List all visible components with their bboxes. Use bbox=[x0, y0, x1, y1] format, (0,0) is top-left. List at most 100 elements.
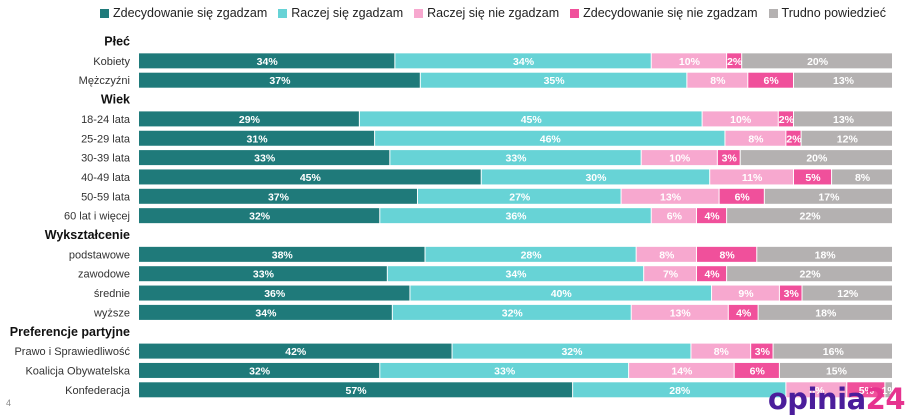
bar-segment bbox=[420, 72, 687, 88]
bar-segment bbox=[885, 382, 892, 398]
category-label: podstawowe bbox=[69, 249, 130, 261]
bar-segment bbox=[392, 304, 631, 320]
bar-segment bbox=[779, 362, 892, 378]
data-label: 13% bbox=[670, 307, 692, 319]
legend-item: Zdecydowanie się nie zgadzam bbox=[570, 6, 758, 20]
category-label: zawodowe bbox=[78, 269, 130, 281]
bar-segment bbox=[728, 304, 758, 320]
bar-segment bbox=[748, 72, 793, 88]
data-label: 45% bbox=[300, 172, 322, 184]
data-label: 57% bbox=[346, 385, 368, 397]
data-label: 6% bbox=[764, 75, 780, 87]
data-label: 42% bbox=[285, 346, 307, 358]
bar-segment bbox=[717, 150, 740, 166]
data-label: 38% bbox=[272, 249, 294, 261]
bar-segment bbox=[847, 382, 885, 398]
data-label: 32% bbox=[502, 307, 524, 319]
bar-segment bbox=[786, 130, 801, 146]
bar-segment bbox=[734, 362, 779, 378]
legend-label: Zdecydowanie się nie zgadzam bbox=[583, 6, 758, 20]
chart-legend: Zdecydowanie się zgadzam Raczej się zgadz… bbox=[100, 5, 910, 21]
bar-segment bbox=[139, 130, 375, 146]
bar-segment bbox=[139, 188, 417, 204]
data-label: 35% bbox=[544, 75, 566, 87]
data-label: 20% bbox=[806, 153, 828, 165]
bar-segment bbox=[793, 111, 892, 127]
data-label: 7% bbox=[663, 269, 679, 281]
bar-segment bbox=[139, 343, 452, 359]
bar-segment bbox=[832, 169, 892, 185]
bar-segment bbox=[696, 246, 757, 262]
bar-segment bbox=[779, 285, 802, 301]
bar-segment bbox=[375, 130, 725, 146]
data-label: 31% bbox=[247, 133, 269, 145]
bar-segment bbox=[751, 343, 773, 359]
data-label: 17% bbox=[818, 191, 840, 203]
category-label: Konfederacja bbox=[65, 385, 131, 397]
legend-swatch bbox=[278, 8, 288, 18]
data-label: 32% bbox=[249, 211, 271, 223]
data-label: 34% bbox=[505, 269, 527, 281]
data-label: 33% bbox=[253, 269, 275, 281]
data-label: 13% bbox=[833, 75, 855, 87]
bar-segment bbox=[139, 266, 387, 282]
bar-segment bbox=[139, 150, 390, 166]
bar-segment bbox=[786, 382, 847, 398]
bar-segment bbox=[390, 150, 641, 166]
data-label: 2% bbox=[779, 114, 795, 126]
logo-number: 24 bbox=[865, 382, 906, 416]
data-label: 33% bbox=[505, 153, 527, 165]
data-label: 27% bbox=[509, 191, 531, 203]
legend-swatch bbox=[570, 8, 580, 18]
bar-segment bbox=[687, 72, 748, 88]
data-label: 10% bbox=[669, 153, 691, 165]
data-label: 10% bbox=[679, 56, 701, 68]
bar-segment bbox=[573, 382, 786, 398]
bar-segment bbox=[139, 169, 481, 185]
category-label: średnie bbox=[94, 288, 130, 300]
category-label: 60 lat i więcej bbox=[64, 211, 130, 223]
data-label: 8% bbox=[714, 346, 730, 358]
data-label: 8% bbox=[710, 75, 726, 87]
data-label: 6% bbox=[667, 211, 683, 223]
bar-segment bbox=[395, 53, 651, 69]
legend-label: Raczej się zgadzam bbox=[291, 6, 404, 20]
bar-segment bbox=[793, 72, 892, 88]
bar-segment bbox=[139, 304, 392, 320]
data-label: 5% bbox=[859, 385, 875, 397]
data-label: 3% bbox=[722, 153, 738, 165]
data-label: 32% bbox=[249, 365, 271, 377]
bar-segment bbox=[727, 53, 742, 69]
category-label: Kobiety bbox=[93, 56, 130, 68]
data-label: 18% bbox=[815, 307, 837, 319]
bar-segment bbox=[387, 266, 644, 282]
category-label: 18-24 lata bbox=[81, 114, 131, 126]
bar-segment bbox=[691, 343, 751, 359]
bar-segment bbox=[727, 208, 892, 224]
data-label: 6% bbox=[750, 365, 766, 377]
bar-segment bbox=[452, 343, 691, 359]
data-label: 2% bbox=[727, 56, 743, 68]
data-label: 8% bbox=[659, 249, 675, 261]
legend-label: Raczej się nie zgadzam bbox=[427, 6, 560, 20]
bar-segment bbox=[740, 150, 892, 166]
data-label: 13% bbox=[833, 114, 855, 126]
bar-segment bbox=[641, 150, 717, 166]
category-label: Koalicja Obywatelska bbox=[25, 365, 130, 377]
data-label: 9% bbox=[738, 288, 754, 300]
data-label: 15% bbox=[826, 365, 848, 377]
data-label: 29% bbox=[239, 114, 261, 126]
bar-segment bbox=[139, 246, 425, 262]
bar-segment bbox=[757, 246, 892, 262]
category-label: 25-29 lata bbox=[81, 133, 131, 145]
data-label: 46% bbox=[540, 133, 562, 145]
bar-segment bbox=[139, 53, 395, 69]
page-number: 4 bbox=[6, 398, 12, 408]
brand-logo: opinia 24 bbox=[768, 382, 906, 416]
bar-segment bbox=[727, 266, 892, 282]
bar-segment bbox=[702, 111, 778, 127]
category-label: 40-49 lata bbox=[81, 172, 131, 184]
bar-segment bbox=[359, 111, 702, 127]
bar-segment bbox=[696, 266, 727, 282]
